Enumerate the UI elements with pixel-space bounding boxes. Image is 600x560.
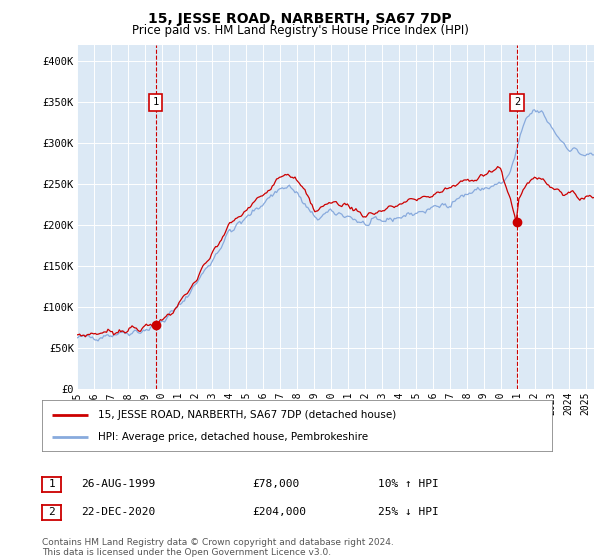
Text: 2: 2 <box>48 507 55 517</box>
Text: Price paid vs. HM Land Registry's House Price Index (HPI): Price paid vs. HM Land Registry's House … <box>131 24 469 36</box>
Text: 2: 2 <box>514 97 520 107</box>
Text: £78,000: £78,000 <box>252 479 299 489</box>
Text: Contains HM Land Registry data © Crown copyright and database right 2024.
This d: Contains HM Land Registry data © Crown c… <box>42 538 394 557</box>
Text: 22-DEC-2020: 22-DEC-2020 <box>81 507 155 517</box>
Text: HPI: Average price, detached house, Pembrokeshire: HPI: Average price, detached house, Pemb… <box>98 432 368 442</box>
Text: 1: 1 <box>152 97 159 107</box>
Text: 15, JESSE ROAD, NARBERTH, SA67 7DP (detached house): 15, JESSE ROAD, NARBERTH, SA67 7DP (deta… <box>98 409 397 419</box>
Text: 25% ↓ HPI: 25% ↓ HPI <box>378 507 439 517</box>
Text: £204,000: £204,000 <box>252 507 306 517</box>
Text: 15, JESSE ROAD, NARBERTH, SA67 7DP: 15, JESSE ROAD, NARBERTH, SA67 7DP <box>148 12 452 26</box>
Text: 10% ↑ HPI: 10% ↑ HPI <box>378 479 439 489</box>
Text: 1: 1 <box>48 479 55 489</box>
Text: 26-AUG-1999: 26-AUG-1999 <box>81 479 155 489</box>
